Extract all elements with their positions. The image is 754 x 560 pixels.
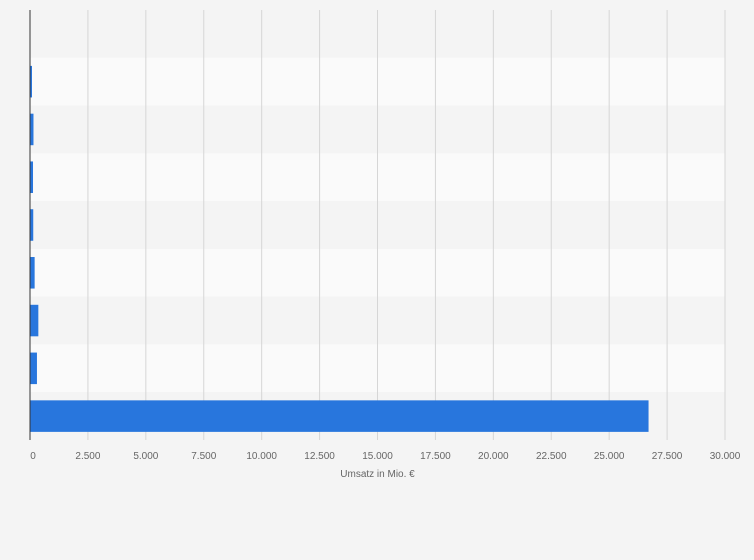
x-tick-label: 30.000 [710, 451, 741, 462]
bar[interactable] [30, 209, 34, 241]
x-tick-label: 2.500 [75, 451, 100, 462]
bar[interactable] [30, 304, 39, 337]
x-tick-label: 0 [30, 451, 36, 462]
x-tick-label: 17.500 [420, 451, 451, 462]
bar[interactable] [30, 257, 35, 289]
bar[interactable] [30, 65, 32, 98]
x-tick-label: 5.000 [133, 451, 158, 462]
x-tick-label: 22.500 [536, 451, 567, 462]
x-axis-title: Umsatz in Mio. € [340, 469, 415, 480]
bar[interactable] [30, 161, 34, 193]
x-tick-label: 12.500 [304, 451, 335, 462]
x-tick-label: 25.000 [594, 451, 625, 462]
bar[interactable] [30, 400, 649, 432]
x-tick-label: 27.500 [652, 451, 683, 462]
x-tick-label: 20.000 [478, 451, 509, 462]
x-tick-label: 15.000 [362, 451, 393, 462]
x-tick-label: 10.000 [246, 451, 277, 462]
gridlines [87, 10, 726, 440]
x-tick-label: 7.500 [191, 451, 216, 462]
bar[interactable] [30, 113, 34, 146]
x-tick-labels: 0 2.500 5.000 7.500 10.000 12.500 15.000 17.500… [30, 451, 741, 462]
bar[interactable] [30, 352, 37, 385]
bars [30, 65, 649, 432]
